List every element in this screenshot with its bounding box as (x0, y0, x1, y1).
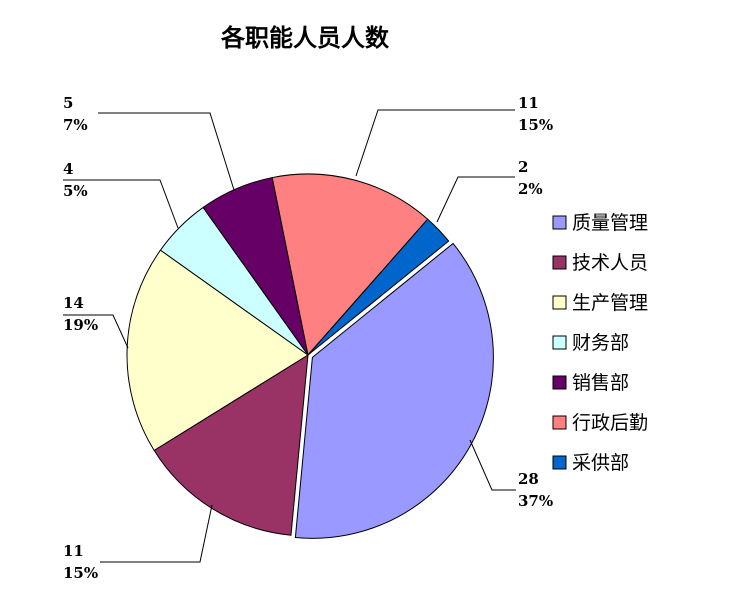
data-label-value-0: 28 (518, 470, 539, 488)
data-label-value-2: 14 (63, 294, 84, 312)
pie-slice-1 (153, 354, 309, 536)
data-label-percent-1: 15% (63, 564, 98, 582)
data-label-value-3: 4 (63, 160, 73, 178)
legend-swatch-4 (552, 375, 567, 390)
data-label-percent-4: 7% (63, 116, 88, 134)
data-label-percent-3: 5% (63, 182, 88, 200)
legend-label-0: 质量管理 (572, 212, 648, 234)
pie-slice-0 (294, 242, 494, 539)
legend-swatch-1 (552, 255, 567, 270)
legend-swatch-6 (552, 455, 567, 470)
legend-swatch-3 (552, 335, 567, 350)
data-label-value-4: 5 (63, 94, 73, 112)
chart-title: 各职能人员人数 (221, 23, 389, 52)
data-label-percent-0: 37% (518, 492, 553, 510)
legend-label-4: 销售部 (572, 372, 629, 394)
leader-line-2 (63, 314, 129, 349)
legend-swatch-5 (552, 415, 567, 430)
pie-slice-6 (307, 218, 450, 356)
legend-swatch-0 (552, 215, 567, 230)
data-label-percent-2: 19% (63, 316, 98, 334)
pie-slice-2 (126, 249, 309, 452)
leader-line-0 (469, 439, 516, 491)
leader-line-4 (98, 112, 235, 191)
legend-label-2: 生产管理 (572, 292, 648, 314)
data-label-value-1: 11 (63, 542, 84, 560)
data-label-percent-5: 15% (518, 116, 553, 134)
legend-label-5: 行政后勤 (572, 412, 648, 434)
data-label-value-6: 2 (518, 158, 528, 176)
pie-slice-5 (271, 173, 429, 357)
legend-swatch-2 (552, 295, 567, 310)
leader-line-1 (100, 504, 213, 563)
leader-line-3 (63, 179, 179, 229)
legend-label-3: 财务部 (572, 332, 629, 354)
leader-line-6 (436, 176, 515, 223)
leader-line-5 (355, 109, 515, 177)
data-label-percent-6: 2% (518, 180, 543, 198)
legend-label-1: 技术人员 (572, 252, 648, 274)
legend-label-6: 采供部 (572, 452, 629, 474)
data-label-value-5: 11 (518, 94, 539, 112)
